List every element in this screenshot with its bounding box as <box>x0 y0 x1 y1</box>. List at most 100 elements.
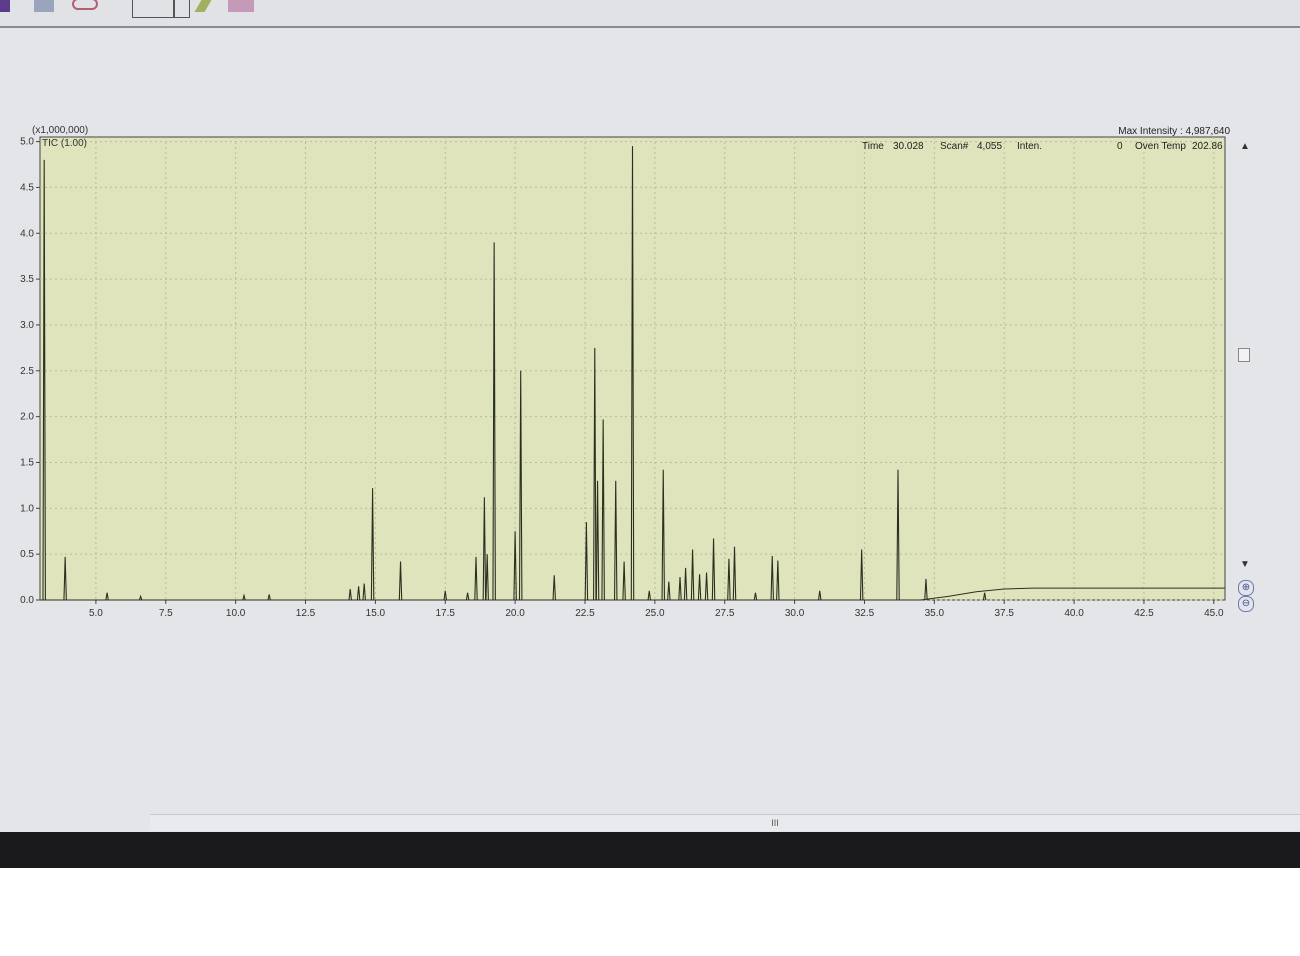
scroll-down-arrow-icon[interactable]: ▼ <box>1240 559 1250 570</box>
x-tick-label: 32.5 <box>855 608 875 619</box>
vertical-scrollbar[interactable]: ▲ ▼ ⊕ ⊖ <box>1236 140 1256 612</box>
peak <box>697 574 702 601</box>
y-tick-label: 5.0 <box>20 137 34 148</box>
peak <box>711 538 716 601</box>
peak <box>776 560 780 601</box>
peak <box>727 558 731 601</box>
horizontal-scroll-thumb[interactable]: III <box>771 818 779 828</box>
peak <box>267 594 271 601</box>
y-tick-label: 3.0 <box>20 320 34 331</box>
y-tick-label: 4.5 <box>20 182 34 193</box>
oven-temp-label: Oven Temp <box>1135 141 1186 152</box>
horizontal-scrollbar[interactable] <box>150 814 1300 831</box>
x-tick-label: 17.5 <box>436 608 456 619</box>
inten-value: 0 <box>1117 141 1123 152</box>
peak <box>982 592 987 601</box>
oven-temp-value: 202.86 <box>1192 141 1223 152</box>
pen-dropdown-button[interactable] <box>174 0 190 18</box>
max-intensity: Max Intensity : 4,987,640 <box>1118 126 1230 137</box>
y-tick-label: 4.0 <box>20 228 34 239</box>
x-tick-label: 35.0 <box>925 608 945 619</box>
peak <box>348 588 352 601</box>
peak <box>630 146 635 601</box>
peak <box>362 583 366 601</box>
x-tick-label: 15.0 <box>366 608 386 619</box>
x-tick-label: 10.0 <box>226 608 246 619</box>
scroll-thumb[interactable] <box>1238 348 1250 362</box>
peak <box>138 594 143 601</box>
save-icon[interactable] <box>0 0 10 12</box>
peak <box>678 577 682 601</box>
peak <box>593 347 597 601</box>
peak <box>818 590 822 601</box>
x-tick-label: 25.0 <box>645 608 665 619</box>
y-tick-label: 3.5 <box>20 274 34 285</box>
scan-label: Scan# <box>940 141 969 152</box>
y-tick-label: 2.0 <box>20 412 34 423</box>
y-tick-label: 0.5 <box>20 549 34 560</box>
peak <box>661 469 665 601</box>
baseline-trace <box>40 587 1225 601</box>
chromatogram-chart: 5.0 7.5 10.0 12.5 15.0 17.5 20.0 22.5 25.0 27.5 30… <box>20 125 1230 619</box>
eraser-icon[interactable] <box>228 0 254 12</box>
peak <box>859 549 864 601</box>
peak <box>924 578 928 601</box>
time-label: Time <box>862 141 884 152</box>
y-tick-label: 1.0 <box>20 503 34 514</box>
y-tick-label: 2.5 <box>20 366 34 377</box>
x-tick-label: 42.5 <box>1134 608 1154 619</box>
bottom-margin <box>0 868 1300 956</box>
x-tick-label: 7.5 <box>159 608 173 619</box>
peak <box>704 572 709 601</box>
trace-label: TIC (1.00) <box>42 138 87 149</box>
pen-icon[interactable] <box>132 0 174 18</box>
scroll-up-arrow-icon[interactable]: ▲ <box>1240 141 1250 152</box>
peak <box>485 554 489 601</box>
y-multiplier-label: (x1,000,000) <box>32 125 88 136</box>
y-tick-label: 1.5 <box>20 457 34 468</box>
copy-icon[interactable] <box>34 0 54 12</box>
scan-value: 4,055 <box>977 141 1002 152</box>
peak <box>443 590 447 601</box>
peak <box>690 549 695 601</box>
pencil-icon[interactable] <box>194 0 212 12</box>
peak <box>492 242 496 601</box>
inten-label: Inten. <box>1017 141 1042 152</box>
peak <box>513 531 517 601</box>
x-tick-label: 27.5 <box>715 608 735 619</box>
x-tick-label: 12.5 <box>296 608 316 619</box>
peak <box>465 592 470 601</box>
x-tick-label: 22.5 <box>575 608 595 619</box>
x-tick-label: 37.5 <box>994 608 1014 619</box>
peak <box>105 592 109 601</box>
peak <box>595 480 600 601</box>
peak <box>601 419 605 601</box>
peak <box>398 561 403 601</box>
time-value: 30.028 <box>893 141 924 152</box>
peak <box>584 522 589 601</box>
x-tick-label: 20.0 <box>505 608 525 619</box>
y-tick-label: 0.0 <box>20 595 34 606</box>
peak <box>63 556 67 601</box>
peak <box>896 469 900 601</box>
peak <box>667 581 671 601</box>
peak <box>552 575 556 601</box>
peak <box>753 592 758 601</box>
peak <box>518 370 523 601</box>
x-tick-label: 45.0 <box>1204 608 1224 619</box>
toolbar <box>0 0 1300 28</box>
zoom-out-icon[interactable]: ⊖ <box>1238 596 1254 612</box>
peak <box>613 480 618 601</box>
peak <box>482 497 487 601</box>
peak <box>474 556 478 601</box>
print-icon[interactable] <box>72 0 98 10</box>
x-tick-label: 40.0 <box>1064 608 1084 619</box>
peak <box>242 593 246 601</box>
x-tick-label: 5.0 <box>89 608 103 619</box>
zoom-in-icon[interactable]: ⊕ <box>1238 580 1254 596</box>
peak <box>42 159 46 601</box>
peak <box>732 546 737 601</box>
peak <box>770 555 774 601</box>
monitor-bezel <box>0 832 1300 868</box>
peak <box>683 567 688 601</box>
